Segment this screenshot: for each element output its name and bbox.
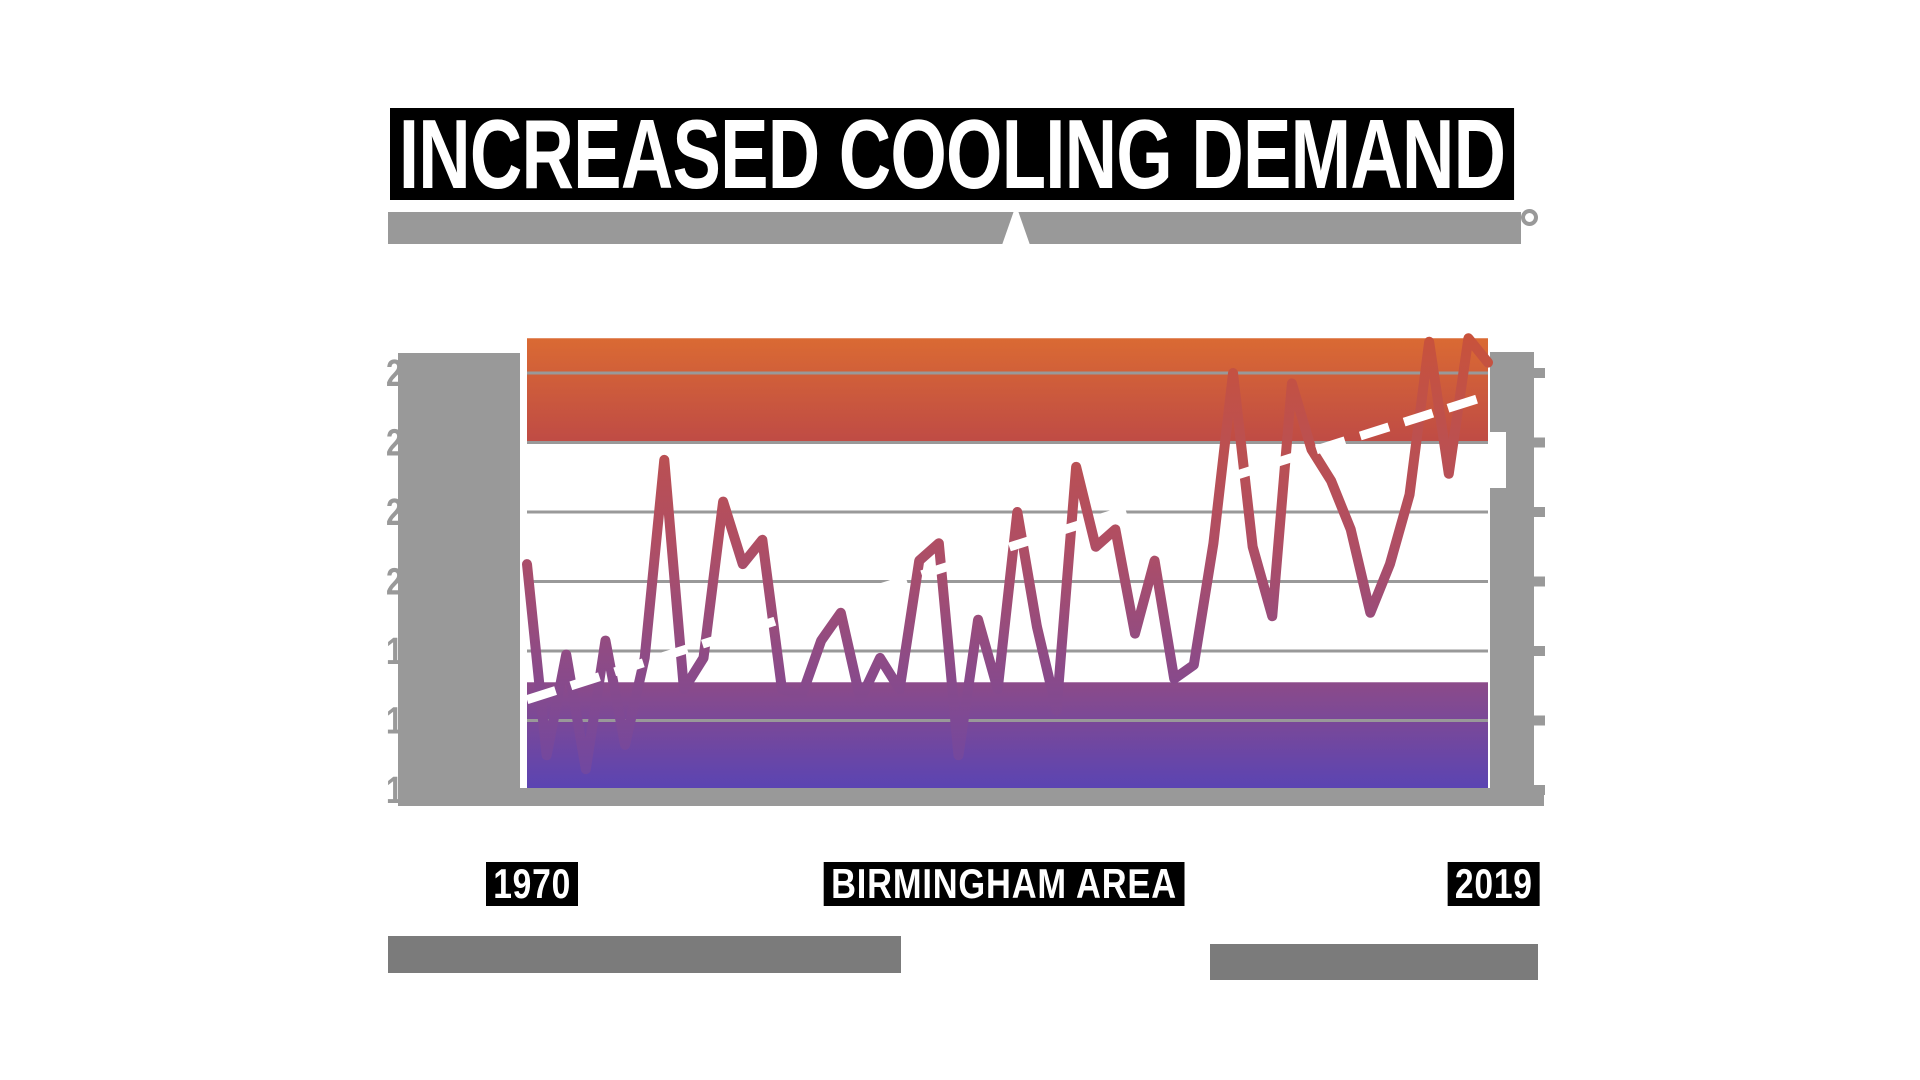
footer-redacted-bar-left: [388, 936, 901, 973]
y-tick-right: [1534, 576, 1545, 587]
x-axis-label-end-year: 2019: [1447, 862, 1540, 906]
y-tick-right: [1534, 437, 1545, 448]
footer-redacted-bar-right: [1210, 944, 1538, 980]
right-block-notch: [1490, 432, 1506, 488]
degree-symbol: [1521, 209, 1538, 226]
x-axis-label-location: BIRMINGHAM AREA: [823, 862, 1185, 906]
y-tick-right: [1534, 507, 1545, 517]
x-axis-label-start-year: 1970: [486, 862, 579, 906]
band-above-normal: [527, 338, 1488, 443]
subtitle-visible-letter-a: [1002, 205, 1030, 245]
y-axis-redacted-block-left: [398, 353, 520, 806]
y-tick-right: [1534, 646, 1545, 656]
band-below-normal: [527, 682, 1488, 788]
y-tick-right: [1534, 785, 1545, 795]
x-axis-redacted-bar: [398, 788, 1544, 806]
annual-values-line: [522, 333, 1493, 775]
subtitle-redacted-bar: [388, 212, 1521, 244]
y-axis-redacted-block-right: [1490, 352, 1534, 788]
trend-line: [525, 391, 1490, 704]
y-tick-right: [1534, 368, 1545, 378]
page-title: INCREASED COOLING DEMAND: [390, 105, 1515, 203]
y-tick-right: [1534, 715, 1545, 726]
